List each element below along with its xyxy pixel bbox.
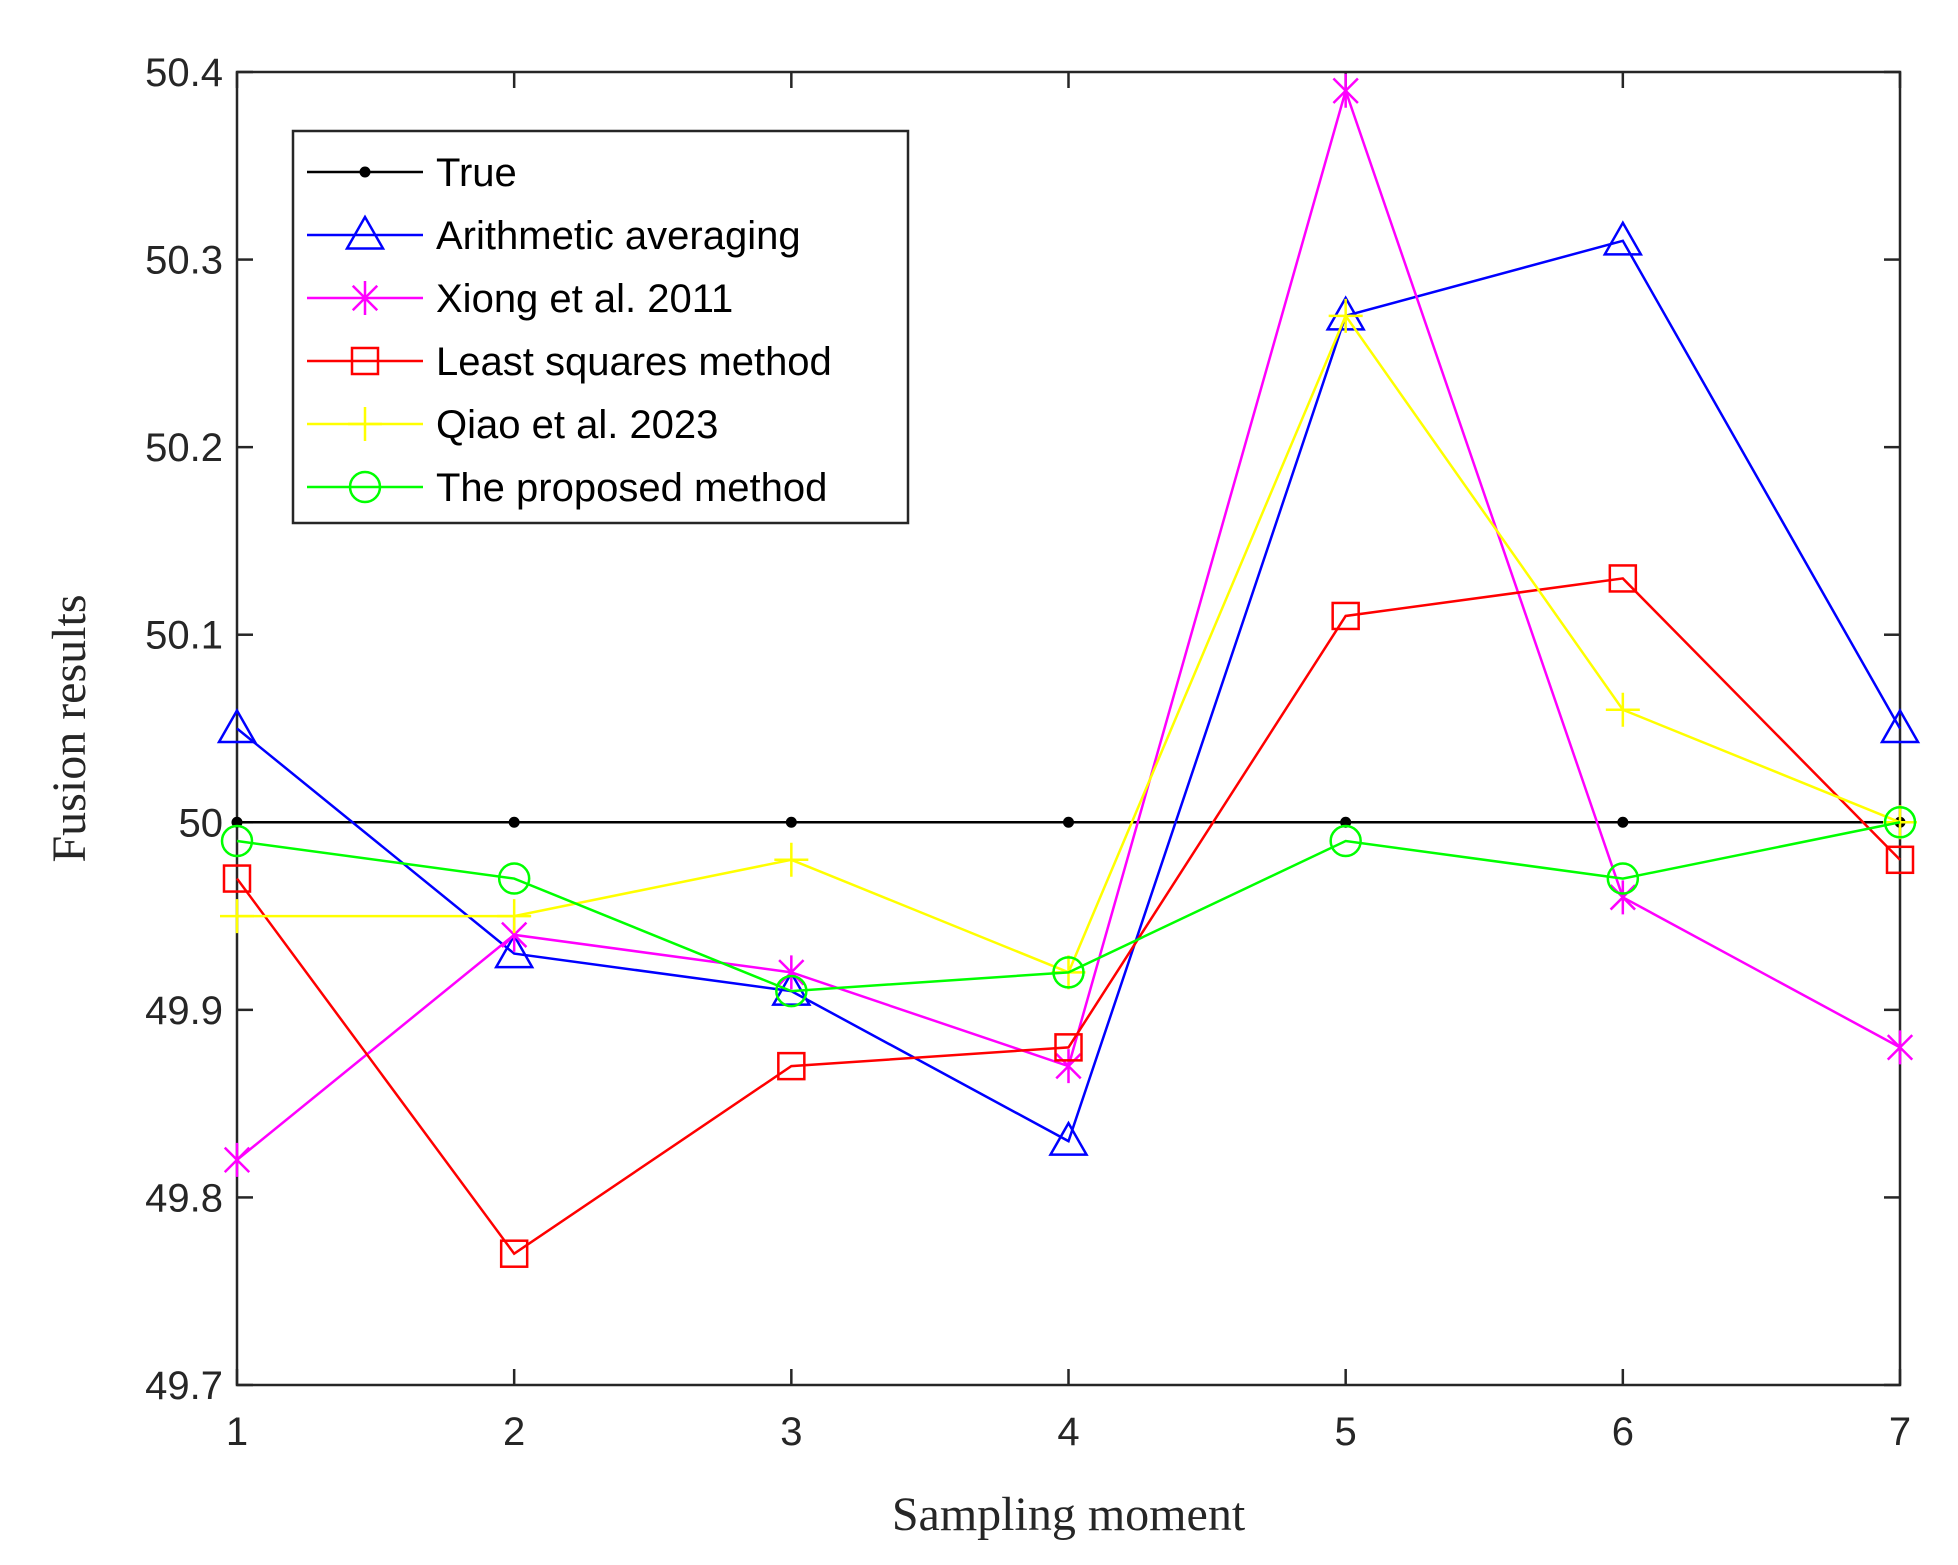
data-point bbox=[1063, 816, 1074, 828]
data-point bbox=[777, 1051, 806, 1081]
data-point bbox=[1602, 220, 1643, 256]
legend-entry: The proposed method bbox=[307, 466, 827, 510]
legend-entry: Qiao et al. 2023 bbox=[307, 403, 718, 447]
x-tick-label: 1 bbox=[226, 1410, 248, 1454]
series-the-proposed-method bbox=[220, 806, 1917, 1008]
legend-marker bbox=[351, 281, 379, 315]
legend-marker bbox=[348, 470, 382, 504]
data-point bbox=[785, 816, 797, 828]
y-tick-label: 50.3 bbox=[145, 239, 223, 283]
data-point bbox=[1048, 1120, 1089, 1156]
x-axis-title: Sampling moment bbox=[892, 1488, 1246, 1541]
y-tick-label: 50.2 bbox=[145, 426, 223, 470]
data-point bbox=[771, 970, 812, 1006]
legend-label: Qiao et al. 2023 bbox=[436, 403, 718, 447]
data-point bbox=[1332, 73, 1359, 108]
series-line bbox=[236, 821, 1901, 993]
x-tick-label: 6 bbox=[1612, 1410, 1634, 1454]
x-tick-label: 4 bbox=[1057, 1410, 1079, 1454]
data-point bbox=[1885, 845, 1915, 875]
data-point bbox=[1055, 1049, 1082, 1084]
x-tick-label: 7 bbox=[1889, 1410, 1911, 1454]
y-tick-label: 49.7 bbox=[145, 1364, 223, 1408]
y-axis-title: Fusion results bbox=[43, 594, 96, 862]
series-line bbox=[235, 577, 1901, 1256]
y-tick-label: 50 bbox=[179, 801, 224, 845]
series-layer bbox=[216, 73, 1921, 1268]
data-point bbox=[1605, 692, 1640, 727]
data-point bbox=[216, 707, 258, 744]
legend-label: Arithmetic averaging bbox=[436, 214, 801, 258]
x-tick-label: 5 bbox=[1335, 1410, 1357, 1454]
data-point bbox=[775, 974, 808, 1008]
data-point bbox=[1329, 824, 1362, 858]
data-point bbox=[497, 862, 531, 895]
data-point bbox=[1052, 956, 1085, 989]
data-point bbox=[220, 899, 254, 934]
legend-marker bbox=[359, 166, 371, 178]
x-tick-label: 2 bbox=[503, 1410, 525, 1454]
series-xiong-et-al-2011 bbox=[223, 73, 1914, 1177]
data-point bbox=[1054, 1033, 1083, 1062]
y-tick-label: 50.4 bbox=[145, 51, 223, 95]
legend-marker bbox=[344, 214, 386, 250]
data-point bbox=[222, 864, 252, 893]
legend-label: True bbox=[436, 151, 517, 195]
data-point bbox=[1331, 601, 1360, 631]
legend-marker bbox=[350, 346, 380, 376]
series-qiao-et-al-2023 bbox=[220, 298, 1917, 990]
data-point bbox=[508, 816, 520, 828]
data-point bbox=[1606, 862, 1640, 895]
legend-entry: Least squares method bbox=[307, 340, 832, 384]
data-point bbox=[1609, 880, 1636, 915]
legend-entry: Arithmetic averaging bbox=[307, 214, 801, 258]
data-point bbox=[1608, 564, 1638, 593]
legend-marker bbox=[348, 407, 382, 441]
data-point bbox=[223, 1142, 251, 1177]
data-point bbox=[1328, 298, 1363, 333]
data-point bbox=[1886, 1030, 1914, 1065]
data-point bbox=[1617, 816, 1629, 828]
data-point bbox=[1879, 707, 1921, 744]
legend-label: Least squares method bbox=[436, 340, 832, 384]
data-point bbox=[499, 1239, 529, 1268]
y-tick-label: 49.9 bbox=[145, 989, 223, 1033]
data-point bbox=[778, 955, 805, 990]
data-point bbox=[774, 842, 809, 877]
x-tick-label: 3 bbox=[780, 1410, 802, 1454]
legend: True Arithmetic averaging Xiong et al. 201… bbox=[291, 129, 910, 525]
legend-entry: Xiong et al. 2011 bbox=[307, 277, 733, 321]
y-tick-label: 49.8 bbox=[145, 1176, 223, 1220]
series-line bbox=[236, 239, 1902, 1143]
data-point bbox=[220, 824, 254, 858]
data-point bbox=[494, 933, 535, 969]
data-point bbox=[497, 899, 532, 934]
y-tick-label: 50.1 bbox=[145, 614, 223, 658]
legend-entry: True bbox=[307, 151, 517, 195]
series-least-squares-method bbox=[222, 564, 1915, 1268]
data-point bbox=[1883, 806, 1917, 839]
legend-label: Xiong et al. 2011 bbox=[436, 277, 733, 321]
legend-label: The proposed method bbox=[436, 466, 827, 510]
legend-box bbox=[291, 129, 910, 525]
